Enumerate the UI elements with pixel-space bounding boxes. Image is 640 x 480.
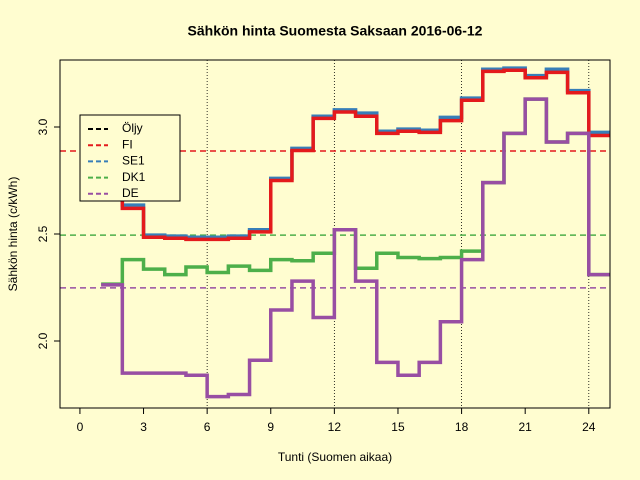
y-tick-label: 3.0 xyxy=(36,118,50,135)
x-tick-label: 15 xyxy=(391,420,405,434)
x-tick-label: 9 xyxy=(267,420,274,434)
x-tick-label: 3 xyxy=(140,420,147,434)
x-tick-label: 18 xyxy=(455,420,469,434)
legend-label: DK1 xyxy=(122,170,146,184)
x-tick-label: 0 xyxy=(77,420,84,434)
series-line xyxy=(101,97,610,399)
legend-label: DE xyxy=(122,186,139,200)
x-tick-label: 12 xyxy=(328,420,342,434)
plot-frame xyxy=(59,59,611,409)
y-tick-label: 2.5 xyxy=(36,225,50,242)
x-tick-label: 21 xyxy=(519,420,533,434)
legend-label: SE1 xyxy=(122,154,145,168)
legend-label: FI xyxy=(122,137,133,151)
x-tick-label: 6 xyxy=(204,420,211,434)
y-tick-label: 2.0 xyxy=(36,332,50,349)
y-axis-label: Sähkön hinta (c/kWh) xyxy=(6,177,20,292)
legend-label: Öljy xyxy=(122,121,143,135)
chart-title: Sähkön hinta Suomesta Saksaan 2016-06-12 xyxy=(188,23,483,39)
x-axis-label: Tunti (Suomen aikaa) xyxy=(278,450,392,464)
series-line xyxy=(101,68,610,242)
x-tick-label: 24 xyxy=(582,420,596,434)
